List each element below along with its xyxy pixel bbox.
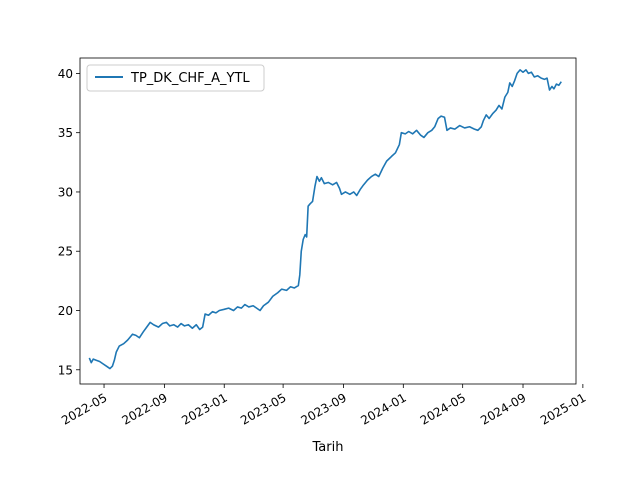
legend-label: TP_DK_CHF_A_YTL xyxy=(130,71,250,86)
y-tick-label: 25 xyxy=(58,245,73,259)
legend: TP_DK_CHF_A_YTL xyxy=(86,64,265,92)
y-tick-label: 20 xyxy=(58,304,73,318)
plot-frame xyxy=(79,57,577,385)
x-axis-label: Tarih xyxy=(312,440,344,455)
series-layer xyxy=(88,69,562,370)
y-tick-label: 35 xyxy=(58,126,73,140)
series-line-0 xyxy=(88,69,562,370)
y-tick-label: 30 xyxy=(58,185,73,199)
y-axis: 15 20 25 30 35 40 xyxy=(58,67,80,377)
y-tick-label: 15 xyxy=(58,363,73,377)
legend-box xyxy=(86,64,265,92)
y-tick-label: 40 xyxy=(58,67,73,81)
plot-area xyxy=(80,58,576,384)
